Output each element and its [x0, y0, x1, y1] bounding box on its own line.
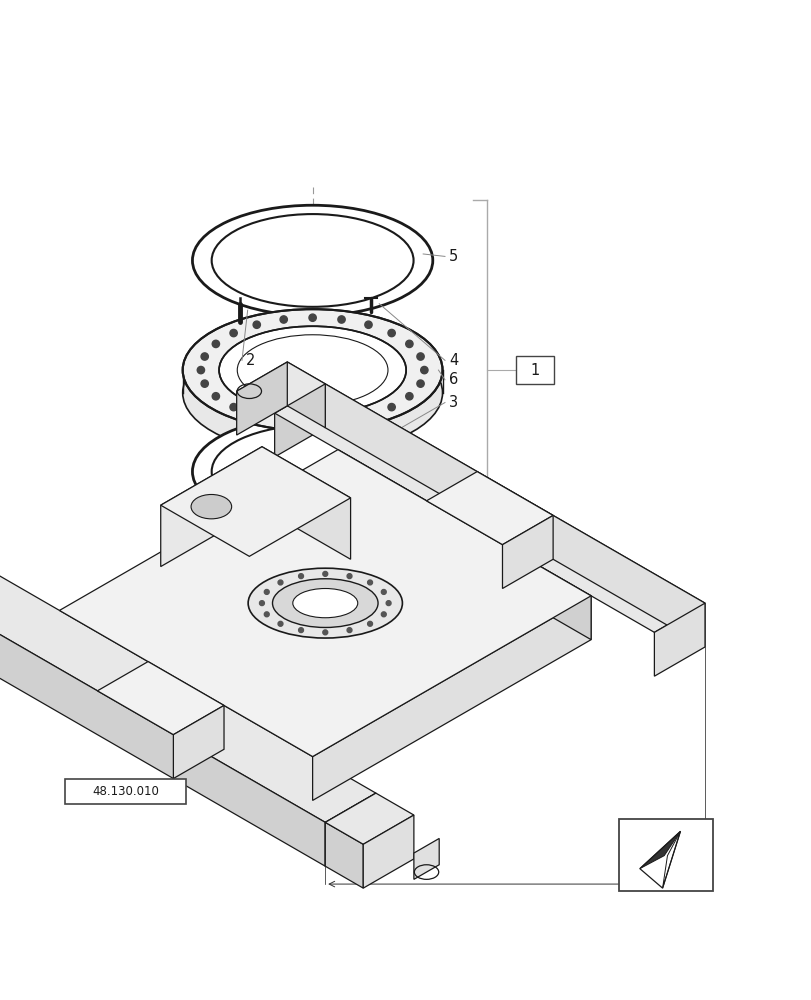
Circle shape	[280, 417, 287, 424]
Polygon shape	[59, 450, 590, 757]
Circle shape	[230, 403, 237, 411]
Polygon shape	[97, 662, 224, 735]
Circle shape	[230, 329, 237, 337]
Polygon shape	[0, 574, 375, 822]
Circle shape	[277, 621, 282, 626]
Polygon shape	[325, 384, 704, 647]
Circle shape	[308, 314, 316, 321]
Circle shape	[280, 316, 287, 323]
Polygon shape	[325, 793, 375, 866]
Polygon shape	[363, 815, 414, 888]
Circle shape	[381, 612, 386, 617]
Polygon shape	[426, 472, 552, 545]
Circle shape	[264, 590, 269, 594]
Ellipse shape	[192, 416, 432, 527]
Circle shape	[381, 590, 386, 594]
Circle shape	[201, 380, 208, 387]
Circle shape	[367, 580, 372, 585]
Circle shape	[346, 628, 351, 633]
Polygon shape	[325, 793, 414, 844]
Ellipse shape	[272, 579, 378, 627]
Polygon shape	[274, 384, 704, 632]
Text: 4: 4	[448, 353, 457, 368]
Text: 48.130.010: 48.130.010	[92, 785, 159, 798]
Ellipse shape	[219, 326, 406, 414]
FancyBboxPatch shape	[65, 779, 186, 804]
Ellipse shape	[293, 589, 358, 618]
Polygon shape	[236, 362, 287, 435]
Circle shape	[388, 329, 395, 337]
FancyBboxPatch shape	[618, 819, 712, 891]
Circle shape	[323, 630, 328, 635]
Circle shape	[253, 412, 260, 419]
Text: 6: 6	[448, 372, 457, 387]
Circle shape	[308, 419, 316, 426]
Circle shape	[253, 321, 260, 328]
Polygon shape	[287, 362, 325, 428]
Polygon shape	[174, 705, 224, 779]
Circle shape	[406, 340, 413, 348]
Text: 3: 3	[448, 395, 457, 410]
Polygon shape	[325, 822, 363, 888]
Ellipse shape	[219, 349, 406, 437]
Polygon shape	[639, 831, 680, 869]
Text: 1: 1	[530, 363, 539, 378]
Ellipse shape	[212, 425, 413, 518]
Text: 2: 2	[246, 353, 255, 368]
Text: 5: 5	[448, 462, 457, 477]
Circle shape	[212, 393, 219, 400]
Circle shape	[386, 601, 391, 606]
Circle shape	[260, 601, 264, 606]
Circle shape	[264, 612, 269, 617]
Ellipse shape	[192, 205, 432, 316]
Circle shape	[277, 580, 282, 585]
Polygon shape	[654, 603, 704, 676]
Polygon shape	[274, 384, 325, 457]
Ellipse shape	[237, 335, 388, 405]
Circle shape	[337, 417, 345, 424]
Circle shape	[337, 316, 345, 323]
FancyBboxPatch shape	[516, 356, 553, 384]
Polygon shape	[262, 447, 350, 559]
Circle shape	[298, 628, 303, 633]
Circle shape	[298, 574, 303, 579]
Circle shape	[364, 321, 371, 328]
Circle shape	[367, 621, 372, 626]
Polygon shape	[236, 362, 325, 413]
Circle shape	[197, 366, 204, 374]
Circle shape	[406, 393, 413, 400]
Circle shape	[416, 380, 423, 387]
Ellipse shape	[191, 494, 231, 519]
Polygon shape	[414, 838, 439, 879]
Circle shape	[212, 340, 219, 348]
Polygon shape	[337, 450, 590, 640]
Circle shape	[416, 353, 423, 360]
Circle shape	[201, 353, 208, 360]
Circle shape	[346, 574, 351, 579]
Circle shape	[364, 412, 371, 419]
Circle shape	[420, 366, 427, 374]
Polygon shape	[662, 831, 680, 888]
Polygon shape	[161, 447, 350, 556]
Circle shape	[388, 403, 395, 411]
Ellipse shape	[248, 568, 402, 638]
Ellipse shape	[212, 214, 413, 307]
Circle shape	[323, 571, 328, 576]
Text: 5: 5	[448, 249, 457, 264]
Polygon shape	[502, 515, 552, 589]
Polygon shape	[0, 603, 325, 866]
Polygon shape	[312, 596, 590, 800]
Ellipse shape	[182, 332, 442, 454]
Polygon shape	[161, 447, 262, 567]
Ellipse shape	[182, 309, 442, 431]
